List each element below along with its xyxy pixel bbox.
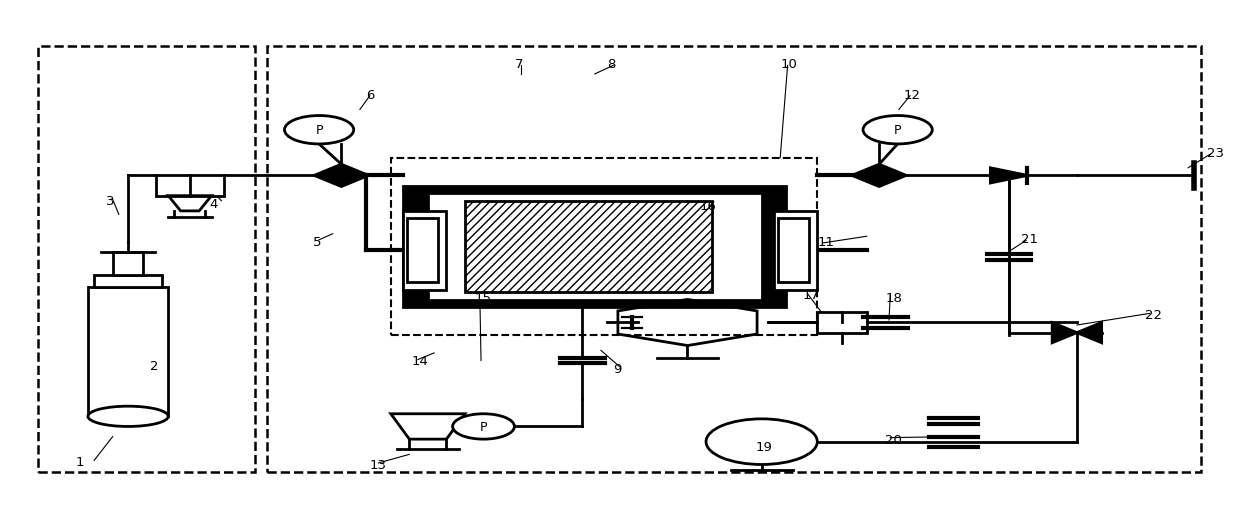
Text: 2: 2 <box>150 359 159 373</box>
Text: 4: 4 <box>209 197 218 210</box>
Bar <box>113 252 142 275</box>
Bar <box>156 176 224 196</box>
Text: 20: 20 <box>886 433 902 446</box>
Polygon shape <box>990 168 1027 184</box>
Text: 7: 7 <box>514 58 523 71</box>
Text: 23: 23 <box>1207 147 1224 160</box>
Text: P: P <box>479 420 487 433</box>
Bar <box>403 186 787 307</box>
Bar <box>465 202 712 293</box>
Text: 18: 18 <box>886 291 902 304</box>
Text: 3: 3 <box>107 195 115 208</box>
Text: 19: 19 <box>756 440 772 454</box>
Text: 8: 8 <box>607 58 616 71</box>
Circle shape <box>452 414 514 439</box>
Bar <box>88 288 169 416</box>
Text: 1: 1 <box>76 456 84 469</box>
Polygon shape <box>1052 323 1077 343</box>
Text: 6: 6 <box>366 89 374 101</box>
Text: 9: 9 <box>613 362 622 375</box>
Ellipse shape <box>88 406 169 427</box>
Bar <box>406 219 437 282</box>
Text: 15: 15 <box>475 291 492 304</box>
Text: 10: 10 <box>781 58 797 71</box>
Text: 11: 11 <box>818 235 834 248</box>
Text: P: P <box>316 124 323 137</box>
Bar <box>818 313 867 333</box>
Bar <box>94 275 162 288</box>
Polygon shape <box>315 165 368 187</box>
Text: 16: 16 <box>700 200 716 213</box>
Bar <box>427 194 762 300</box>
Bar <box>774 211 818 290</box>
Text: P: P <box>893 124 902 137</box>
Text: 17: 17 <box>803 289 819 301</box>
Text: 12: 12 <box>903 89 921 101</box>
Polygon shape <box>1077 323 1101 343</box>
Polygon shape <box>852 165 906 187</box>
Text: 21: 21 <box>1021 233 1038 246</box>
Bar <box>465 202 712 293</box>
Text: 14: 14 <box>411 354 429 367</box>
Circle shape <box>864 116 932 145</box>
Text: 5: 5 <box>313 235 321 248</box>
Text: 22: 22 <box>1145 309 1162 322</box>
Bar <box>403 211 446 290</box>
Bar <box>778 219 809 282</box>
Text: 13: 13 <box>369 458 387 471</box>
Circle shape <box>706 419 818 465</box>
Circle shape <box>285 116 353 145</box>
